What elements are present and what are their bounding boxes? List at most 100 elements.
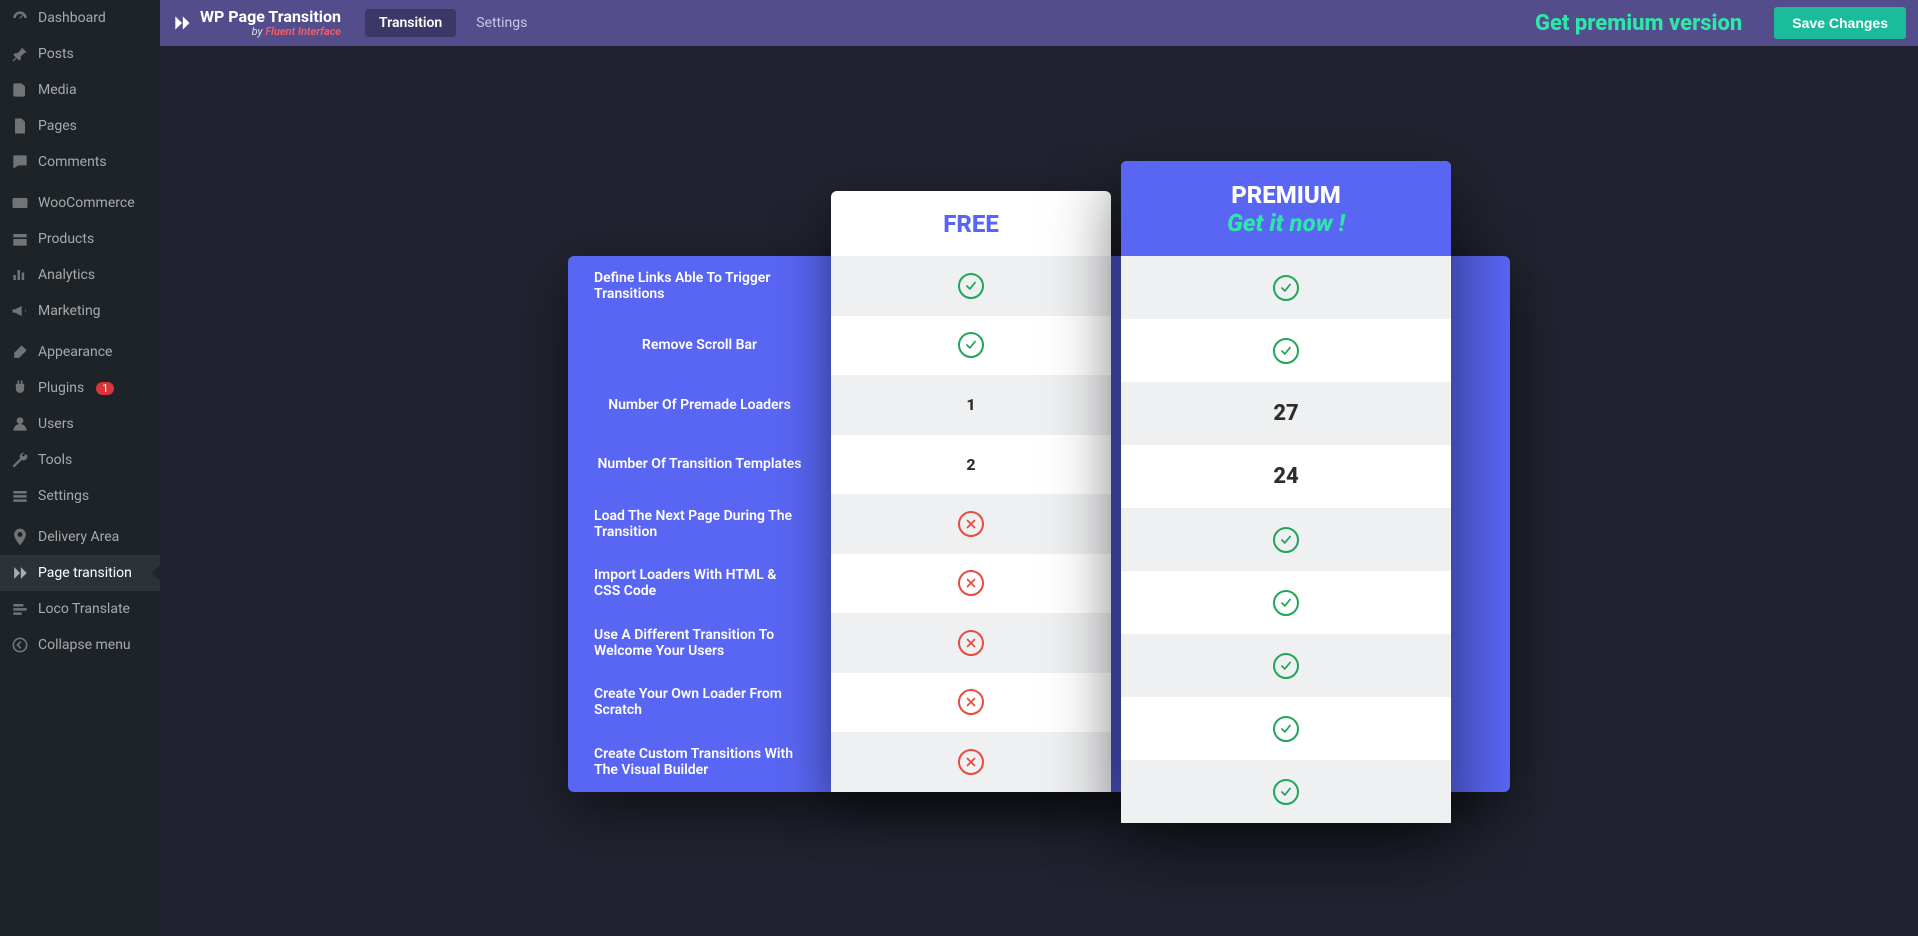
cross-icon bbox=[958, 630, 984, 656]
feature-value: 2 bbox=[966, 455, 975, 474]
feature-label: Import Loaders With HTML & CSS Code bbox=[594, 567, 805, 599]
sidebar-item-appearance[interactable]: Appearance bbox=[0, 334, 160, 370]
feature-label: Use A Different Transition To Welcome Yo… bbox=[594, 627, 805, 659]
comment-icon bbox=[10, 152, 30, 172]
tab-transition[interactable]: Transition bbox=[365, 9, 456, 37]
settings-icon bbox=[10, 486, 30, 506]
sidebar-item-page-transition[interactable]: Page transition bbox=[0, 555, 160, 591]
collapse-icon bbox=[10, 635, 30, 655]
plug-icon bbox=[10, 378, 30, 398]
premium-plan-title: PREMIUM bbox=[1231, 181, 1341, 209]
premium-cell: 24 bbox=[1121, 445, 1451, 508]
plugin-subtitle: by Fluent Interface bbox=[200, 26, 341, 38]
sidebar-item-pages[interactable]: Pages bbox=[0, 108, 160, 144]
free-cell: 1 bbox=[831, 375, 1111, 435]
products-icon bbox=[10, 229, 30, 249]
sidebar-item-woocommerce[interactable]: WooCommerce bbox=[0, 185, 160, 221]
feature-row: Create Your Own Loader From Scratch bbox=[568, 673, 831, 733]
feature-label: Load The Next Page During The Transition bbox=[594, 508, 805, 540]
sidebar-item-label: Users bbox=[38, 416, 74, 432]
plugin-brand: WP Page Transition by Fluent Interface bbox=[172, 8, 341, 38]
loco-icon bbox=[10, 599, 30, 619]
sidebar-item-media[interactable]: Media bbox=[0, 72, 160, 108]
feature-label: Number Of Transition Templates bbox=[597, 456, 801, 472]
sidebar-item-comments[interactable]: Comments bbox=[0, 144, 160, 180]
sidebar-item-dashboard[interactable]: Dashboard bbox=[0, 0, 160, 36]
user-icon bbox=[10, 414, 30, 434]
plugin-title: WP Page Transition bbox=[200, 8, 341, 26]
feature-row: Load The Next Page During The Transition bbox=[568, 494, 831, 554]
premium-cell bbox=[1121, 760, 1451, 823]
feature-value: 1 bbox=[966, 395, 975, 414]
check-icon bbox=[1273, 716, 1299, 742]
free-cell bbox=[831, 613, 1111, 673]
check-icon bbox=[1273, 275, 1299, 301]
wp-admin-sidebar: Dashboard Posts Media Pages Comments WooComme… bbox=[0, 0, 160, 936]
premium-cell bbox=[1121, 697, 1451, 760]
sidebar-item-users[interactable]: Users bbox=[0, 406, 160, 442]
premium-plan-card[interactable]: PREMIUM Get it now ! 27 24 bbox=[1121, 161, 1451, 823]
check-icon bbox=[1273, 338, 1299, 364]
feature-label: Define Links Able To Trigger Transitions bbox=[594, 270, 805, 302]
premium-cell bbox=[1121, 571, 1451, 634]
sidebar-item-plugins[interactable]: Plugins1 bbox=[0, 370, 160, 406]
sidebar-item-delivery-area[interactable]: Delivery Area bbox=[0, 519, 160, 555]
check-icon bbox=[1273, 653, 1299, 679]
sidebar-item-label: Comments bbox=[38, 154, 107, 170]
sidebar-item-loco-translate[interactable]: Loco Translate bbox=[0, 591, 160, 627]
premium-cell bbox=[1121, 634, 1451, 697]
feature-row: Define Links Able To Trigger Transitions bbox=[568, 256, 831, 316]
free-cell bbox=[831, 673, 1111, 733]
dashboard-icon bbox=[10, 8, 30, 28]
premium-cell bbox=[1121, 319, 1451, 382]
save-changes-button[interactable]: Save Changes bbox=[1774, 7, 1906, 39]
feature-value: 27 bbox=[1273, 401, 1298, 426]
free-cell bbox=[831, 316, 1111, 376]
feature-row: Number Of Premade Loaders bbox=[568, 375, 831, 435]
sidebar-item-tools[interactable]: Tools bbox=[0, 442, 160, 478]
free-cell bbox=[831, 494, 1111, 554]
sidebar-item-label: Products bbox=[38, 231, 94, 247]
free-plan-title: FREE bbox=[943, 210, 999, 238]
analytics-icon bbox=[10, 265, 30, 285]
plugin-topbar: WP Page Transition by Fluent Interface T… bbox=[160, 0, 1918, 46]
main-area: WP Page Transition by Fluent Interface T… bbox=[160, 0, 1918, 936]
sidebar-item-label: Marketing bbox=[38, 303, 101, 319]
feature-labels-column: Define Links Able To Trigger Transitions… bbox=[568, 256, 831, 792]
feature-label: Create Custom Transitions With The Visua… bbox=[594, 746, 805, 778]
sidebar-item-label: Page transition bbox=[38, 565, 132, 581]
get-premium-link[interactable]: Get premium version bbox=[1535, 11, 1742, 36]
sidebar-item-label: Delivery Area bbox=[38, 529, 119, 545]
free-cell: 2 bbox=[831, 435, 1111, 495]
premium-plan-cta[interactable]: Get it now ! bbox=[1227, 209, 1345, 237]
sidebar-item-label: Posts bbox=[38, 46, 74, 62]
feature-row: Create Custom Transitions With The Visua… bbox=[568, 732, 831, 792]
sidebar-item-posts[interactable]: Posts bbox=[0, 36, 160, 72]
sidebar-item-collapse-menu[interactable]: Collapse menu bbox=[0, 627, 160, 663]
check-icon bbox=[958, 273, 984, 299]
free-cell bbox=[831, 554, 1111, 614]
sidebar-item-settings[interactable]: Settings bbox=[0, 478, 160, 514]
feature-label: Create Your Own Loader From Scratch bbox=[594, 686, 805, 718]
sidebar-item-products[interactable]: Products bbox=[0, 221, 160, 257]
sidebar-item-label: Pages bbox=[38, 118, 77, 134]
media-icon bbox=[10, 80, 30, 100]
tab-settings[interactable]: Settings bbox=[462, 9, 541, 37]
sidebar-item-marketing[interactable]: Marketing bbox=[0, 293, 160, 329]
feature-row: Import Loaders With HTML & CSS Code bbox=[568, 554, 831, 614]
cross-icon bbox=[958, 689, 984, 715]
woo-icon bbox=[10, 193, 30, 213]
free-cell bbox=[831, 256, 1111, 316]
premium-cell bbox=[1121, 256, 1451, 319]
feature-label: Remove Scroll Bar bbox=[642, 337, 757, 353]
cross-icon bbox=[958, 749, 984, 775]
megaphone-icon bbox=[10, 301, 30, 321]
check-icon bbox=[958, 332, 984, 358]
free-cell bbox=[831, 732, 1111, 792]
sidebar-item-label: Plugins bbox=[38, 380, 84, 396]
check-icon bbox=[1273, 590, 1299, 616]
feature-row: Number Of Transition Templates bbox=[568, 435, 831, 495]
premium-cell bbox=[1121, 508, 1451, 571]
sidebar-item-analytics[interactable]: Analytics bbox=[0, 257, 160, 293]
wrench-icon bbox=[10, 450, 30, 470]
